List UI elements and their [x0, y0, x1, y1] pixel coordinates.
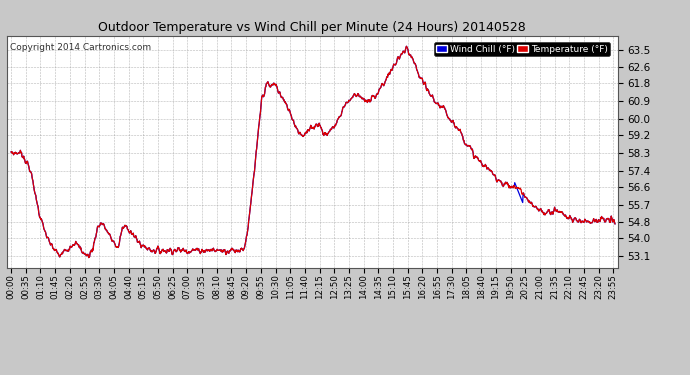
Legend: Wind Chill (°F), Temperature (°F): Wind Chill (°F), Temperature (°F)	[434, 42, 610, 56]
Title: Outdoor Temperature vs Wind Chill per Minute (24 Hours) 20140528: Outdoor Temperature vs Wind Chill per Mi…	[99, 21, 526, 34]
Text: Copyright 2014 Cartronics.com: Copyright 2014 Cartronics.com	[10, 43, 151, 52]
